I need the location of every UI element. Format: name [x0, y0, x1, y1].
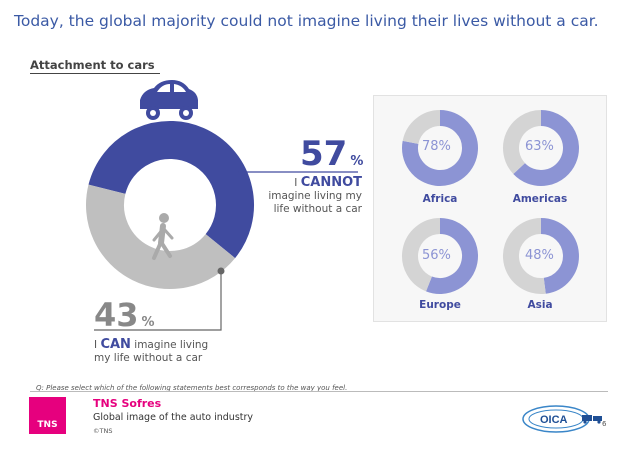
cannot-prefix: I [294, 177, 298, 189]
report-title: Global image of the auto industry [93, 412, 254, 423]
africa-donut-rest [402, 110, 441, 145]
brand-name: TNS Sofres [93, 397, 162, 410]
cannot-percentage: 57% [300, 134, 363, 174]
asia-label: Asia [527, 299, 553, 311]
americas-pct-unit: % [541, 139, 554, 154]
africa-pct-value: 78 [422, 139, 439, 154]
region-donut-group [402, 110, 579, 294]
asia-pct: 48% [525, 248, 554, 263]
americas-label: Americas [512, 193, 568, 205]
europe-pct: 56% [422, 248, 451, 263]
africa-donut-value [402, 110, 478, 186]
africa-pct: 78% [422, 139, 451, 154]
cannot-rest: imagine living my life without a car [268, 190, 362, 215]
can-value: 43 [94, 296, 139, 334]
africa-label: Africa [422, 193, 458, 205]
americas-pct: 63% [525, 139, 554, 154]
asia-pct-value: 48 [525, 248, 542, 263]
can-rest-1: imagine living [134, 339, 209, 351]
europe-pct-value: 56 [422, 248, 439, 263]
asia-pct-unit: % [541, 248, 554, 263]
can-percentage: 43% [94, 296, 155, 334]
asia-donut-value [540, 218, 579, 294]
europe-donut-rest [402, 218, 441, 292]
copyright: ©TNS [93, 427, 113, 435]
can-rest-2: my life without a car [94, 352, 203, 364]
main-donut [86, 121, 254, 289]
americas-donut-rest [503, 110, 542, 175]
americas-pct-value: 63 [525, 139, 542, 154]
cannot-strong: CANNOT [300, 175, 362, 190]
can-unit: % [141, 315, 155, 330]
asia-donut-rest [503, 218, 546, 294]
cannot-unit: % [350, 154, 364, 169]
oica-logo-text: OICA [540, 414, 568, 426]
region-panel: 78% 63% 56% 48% Africa Americas Europe A… [373, 95, 607, 322]
europe-donut-value [426, 218, 478, 294]
cannot-value: 57 [300, 134, 348, 174]
tns-logo-text: TNS [37, 420, 58, 430]
pedestrian-icon [152, 213, 174, 260]
can-prefix: I [94, 339, 98, 351]
tns-logo: TNS [29, 397, 66, 434]
footer-divider [30, 391, 608, 392]
survey-question: Q: Please select which of the following … [36, 384, 348, 392]
donut-segment-cannot [88, 121, 254, 259]
can-strong: CAN [100, 337, 131, 352]
page-number: 6 [602, 420, 607, 428]
section-label: Attachment to cars [30, 58, 155, 72]
americas-donut-value [513, 110, 579, 186]
can-caption: I CAN imagine living my life without a c… [94, 338, 208, 365]
leader-lines [94, 168, 358, 331]
headline: Today, the global majority could not ima… [14, 12, 599, 30]
section-underline [30, 73, 160, 74]
oica-logo: OICA [522, 405, 602, 433]
africa-pct-unit: % [438, 139, 451, 154]
car-icon [140, 80, 198, 120]
europe-pct-unit: % [438, 248, 451, 263]
europe-label: Europe [419, 299, 461, 311]
donut-segment-can [86, 184, 236, 289]
region-donuts [402, 110, 579, 294]
cannot-caption: I CANNOT imagine living my life without … [258, 176, 362, 216]
